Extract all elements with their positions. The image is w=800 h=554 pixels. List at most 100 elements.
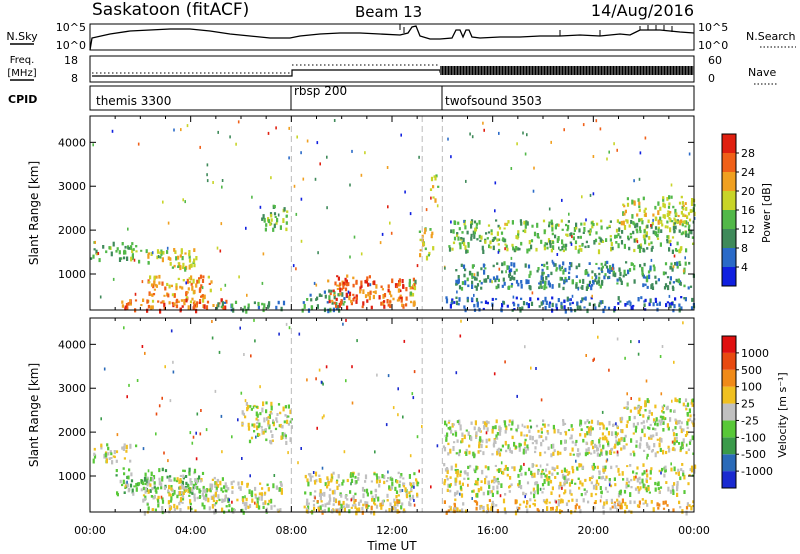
echo-cell: [567, 277, 571, 280]
echo-cell: [592, 484, 596, 490]
echo-cell: [454, 463, 458, 468]
echo-cell: [122, 479, 125, 485]
echo-cell: [140, 304, 143, 307]
echo-cell: [665, 450, 668, 455]
echo-cell: [514, 510, 518, 516]
echo-cell: [543, 285, 546, 291]
echo-cell: [615, 234, 618, 239]
echo-cell: [480, 443, 483, 449]
echo-cell: [587, 245, 590, 248]
echo-cell: [551, 259, 554, 263]
echo-cell: [585, 218, 587, 222]
echo-cell: [146, 308, 149, 313]
echo-cell: [401, 489, 404, 492]
echo-cell: [628, 509, 631, 513]
echo-cell: [146, 477, 149, 481]
echo-cell: [684, 297, 687, 302]
echo-cell: [191, 488, 194, 493]
echo-cell: [495, 434, 498, 439]
echo-cell: [625, 424, 628, 428]
echo-cell: [684, 202, 687, 205]
echo-cell: [687, 418, 690, 422]
echo-cell: [585, 448, 588, 452]
echo-cell: [648, 236, 651, 240]
echo-cell: [195, 431, 197, 435]
echo-cell: [644, 212, 647, 217]
echo-cell: [638, 248, 642, 253]
echo-cell: [576, 301, 579, 306]
echo-cell: [248, 489, 251, 494]
echo-cell: [568, 298, 571, 302]
nsky-trace: [89, 25, 695, 51]
echo-cell: [168, 484, 171, 490]
echo-cell: [352, 293, 355, 296]
echo-cell: [673, 217, 676, 221]
echo-cell: [653, 418, 656, 422]
echo-cell: [691, 435, 694, 441]
echo-cell: [186, 278, 189, 284]
echo-cell: [452, 241, 456, 245]
echo-cell: [675, 440, 678, 443]
colorbar-swatch: [722, 454, 736, 472]
echo-cell: [580, 493, 583, 497]
echo-cell: [641, 220, 644, 225]
echo-cell: [460, 263, 463, 267]
echo-cell: [694, 464, 697, 469]
echo-cell: [178, 490, 181, 496]
echo-cell: [474, 276, 477, 281]
echo-cell: [185, 475, 188, 478]
echo-cell: [591, 475, 594, 479]
echo-cell: [148, 281, 151, 284]
echo-cell: [640, 218, 643, 221]
echo-cell: [536, 490, 539, 495]
echo-cell: [446, 488, 449, 492]
echo-cell: [227, 487, 230, 491]
echo-cell: [255, 503, 258, 508]
echo-cell: [242, 510, 245, 515]
echo-cell: [175, 304, 179, 309]
echo-cell: [110, 452, 113, 456]
echo-cell: [398, 282, 401, 286]
echo-cell: [673, 222, 677, 225]
echo-cell: [589, 193, 592, 197]
nave-tick-low: 0: [708, 72, 715, 85]
echo-cell: [151, 476, 154, 482]
echo-cell: [595, 483, 598, 486]
echo-cell: [668, 294, 671, 298]
echo-cell: [449, 476, 452, 479]
echo-cell: [188, 487, 191, 493]
echo-cell: [571, 294, 574, 298]
echo-cell: [571, 428, 574, 431]
echo-cell: [512, 301, 515, 305]
echo-cell: [533, 472, 536, 478]
echo-cell: [93, 447, 96, 451]
echo-cell: [571, 301, 574, 305]
echo-cell: [432, 185, 435, 189]
echo-cell: [685, 206, 688, 211]
echo-cell: [526, 425, 529, 429]
echo-cell: [674, 219, 677, 224]
echo-cell: [624, 434, 627, 438]
echo-cell: [346, 305, 349, 311]
echo-cell: [147, 506, 150, 511]
echo-cell: [490, 480, 493, 484]
echo-cell: [532, 189, 535, 193]
echo-cell: [666, 504, 669, 507]
echo-cell: [343, 450, 346, 454]
echo-cell: [182, 491, 185, 495]
echo-cell: [345, 279, 348, 285]
echo-cell: [112, 277, 115, 281]
echo-cell: [623, 212, 626, 216]
echo-cell: [624, 356, 626, 360]
colorbar-tick-label: 25: [741, 398, 755, 411]
echo-cell: [259, 482, 262, 485]
echo-cell: [183, 303, 186, 306]
echo-cell: [527, 264, 531, 269]
echo-cell: [245, 497, 248, 502]
echo-cell: [256, 500, 259, 505]
echo-cell: [628, 416, 631, 421]
echo-cell: [157, 300, 160, 303]
echo-cell: [600, 270, 604, 273]
echo-cell: [323, 414, 325, 418]
echo-cell: [668, 195, 671, 200]
